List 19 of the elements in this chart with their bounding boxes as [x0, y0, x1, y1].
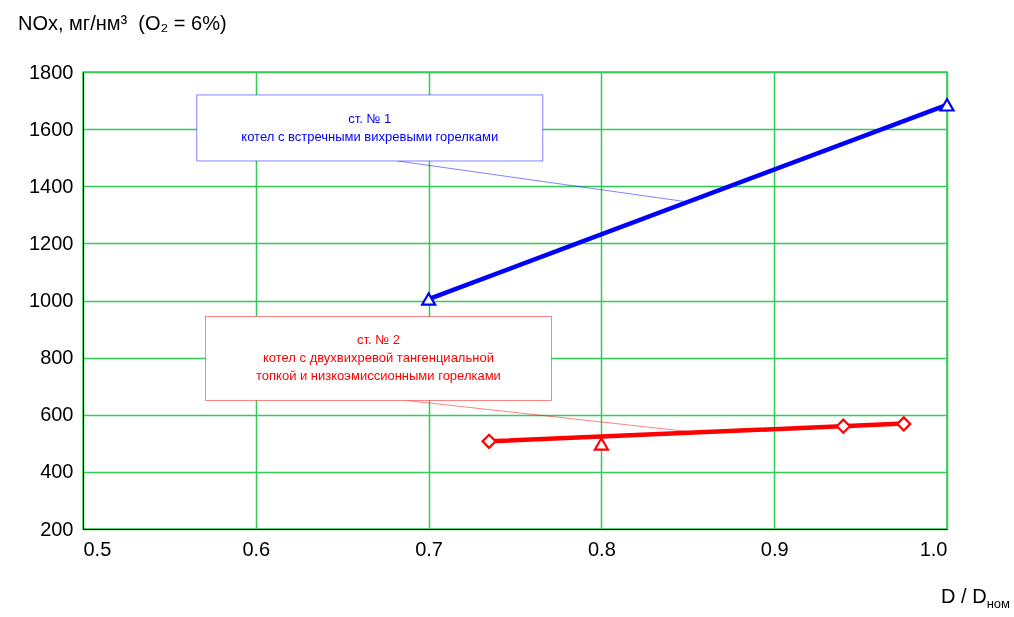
annotation: ст. № 1 котел с встречными вихревыми горелками	[241, 109, 499, 146]
x-tick-label: 1.0	[919, 537, 948, 560]
x-tick-label: 0.8	[587, 537, 616, 560]
y-tick-label: 1200	[29, 231, 74, 254]
y-tick-label: 400	[40, 460, 74, 483]
x-tick-label: 0.9	[760, 537, 789, 560]
x-tick-label: 0.6	[242, 537, 271, 560]
x-tick-label: 0.7	[415, 537, 444, 560]
y-tick-label: 1400	[29, 174, 74, 197]
y-tick-label: 1000	[29, 289, 74, 311]
y-tick-label: 800	[40, 346, 74, 369]
annotation: ст. № 2 котел с двухвихревой тангенциальной топкой и низкоэмиссионными горелками	[255, 331, 501, 386]
y-tick-label: 1800	[29, 60, 74, 83]
x-tick-label: 0.5	[83, 537, 112, 560]
y-tick-label: 600	[40, 403, 74, 426]
y-axis-title: NOx, мг/нм³ (O₂ = 6%)	[18, 12, 227, 35]
y-tick-label: 200	[40, 517, 74, 540]
x-axis-title: D / D$_{ном}$	[941, 585, 1010, 611]
y-tick-label: 1600	[29, 117, 74, 140]
